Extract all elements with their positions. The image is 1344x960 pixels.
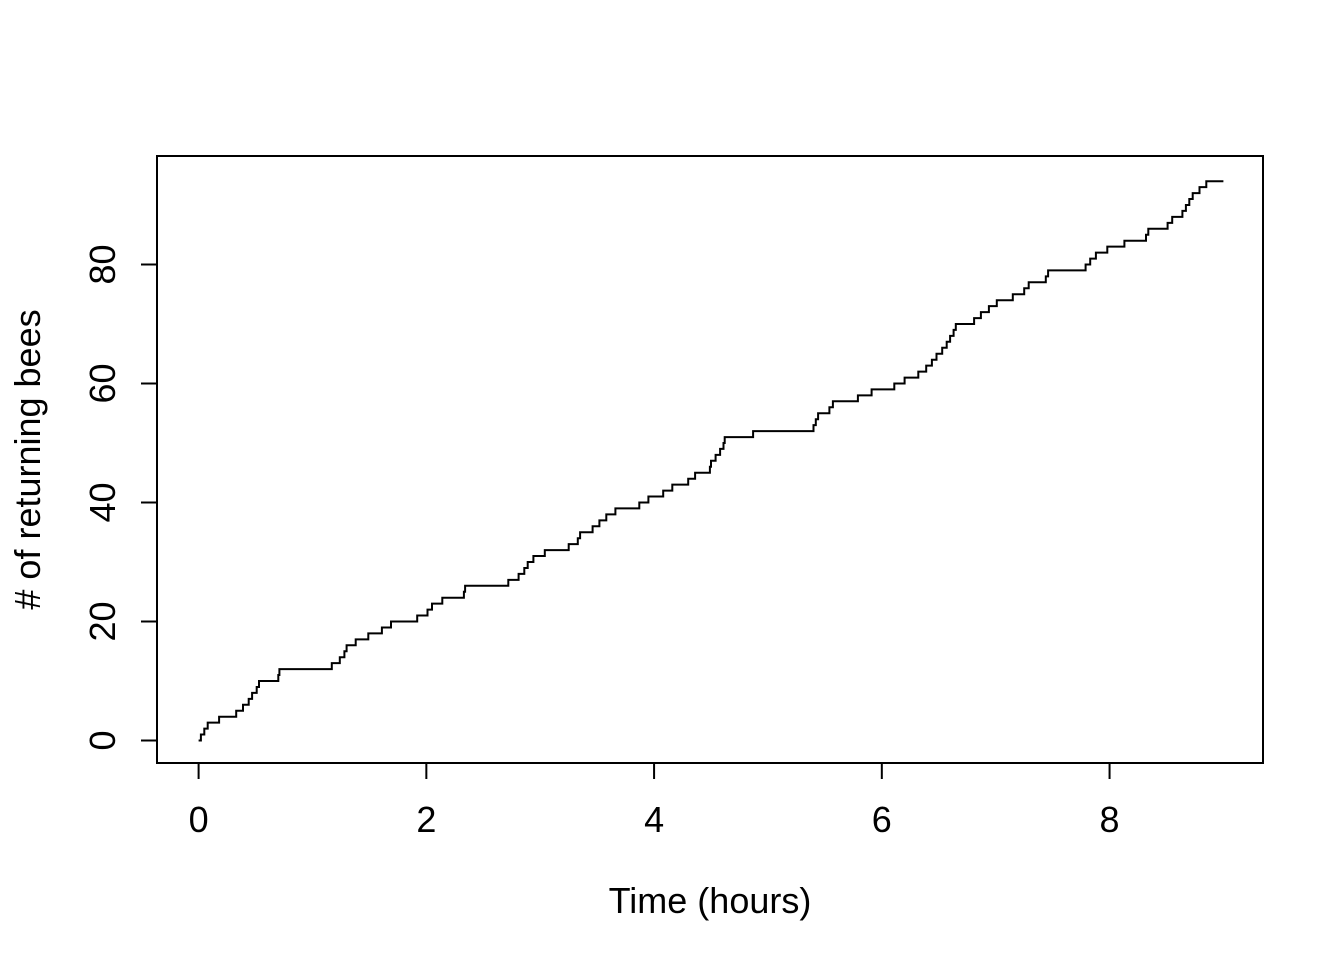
y-tick-label: 20 xyxy=(82,601,123,641)
y-tick-label: 80 xyxy=(82,244,123,284)
y-axis-title: # of returning bees xyxy=(7,309,48,609)
x-tick-label: 8 xyxy=(1100,799,1120,840)
x-tick-label: 4 xyxy=(644,799,664,840)
x-tick-label: 2 xyxy=(416,799,436,840)
y-tick-label: 60 xyxy=(82,363,123,403)
x-axis-title: Time (hours) xyxy=(609,880,812,921)
step-curve xyxy=(198,180,1224,742)
y-tick-label: 0 xyxy=(82,730,123,750)
x-tick-label: 0 xyxy=(189,799,209,840)
plot-box xyxy=(156,155,1264,764)
y-tick-label: 40 xyxy=(82,482,123,522)
x-tick-label: 6 xyxy=(872,799,892,840)
